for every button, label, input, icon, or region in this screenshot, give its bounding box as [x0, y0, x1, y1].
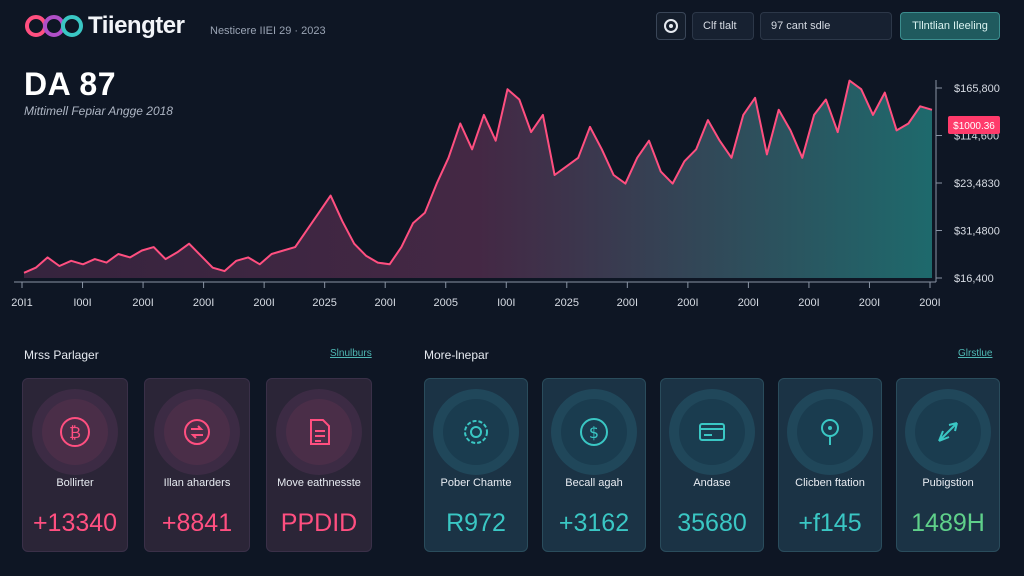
circle-action-button[interactable] [656, 12, 686, 40]
card-icon-ring [669, 389, 755, 475]
x-tick-label: 200I [677, 297, 698, 309]
card-value: 35680 [677, 509, 747, 537]
card-icon-ring [276, 389, 362, 475]
stat-card-becall[interactable]: $ Becall agah +3162 [542, 378, 646, 552]
y-tick-group: $165,800$114,600$23,4830$31,4800$16,400 [936, 83, 1000, 285]
card-label: Andase [693, 477, 731, 489]
brand-name[interactable]: Tiiengter [88, 12, 185, 39]
x-tick-group: 20I1 I00I 200I 200I 200I 2025 200I 2005 I00I 2025… [11, 282, 941, 309]
chart-subtitle: Mittimell Fepiar Angge 2018 [24, 104, 173, 118]
card-value: R972 [446, 509, 506, 537]
y-tick-label: $31,4800 [954, 226, 1000, 238]
section-link-left[interactable]: Slnulburs [330, 348, 372, 359]
svg-text:₿: ₿ [69, 423, 81, 442]
brand-subtitle: Nesticere IIEI 29 · 2023 [210, 25, 326, 37]
chart-title: DA 87 [24, 66, 117, 102]
bitcoin-icon: ₿ [60, 417, 90, 447]
card-icon-ring [433, 389, 519, 475]
x-tick-label: 200I [738, 297, 759, 309]
stat-card-pubigstion[interactable]: Pubigstion 1489H [896, 378, 1000, 552]
x-tick-label: 2025 [555, 297, 579, 309]
card-icon [699, 423, 725, 441]
section-link-right[interactable]: Glrstlue [958, 348, 993, 359]
x-tick-label: I00I [497, 297, 515, 309]
swap-icon [184, 419, 210, 445]
price-line [23, 79, 933, 274]
card-icon-ring [154, 389, 240, 475]
rocket-icon [938, 422, 958, 442]
card-icon-ring [787, 389, 873, 475]
card-label: Pober Chamte [440, 477, 512, 489]
card-value: 1489H [911, 509, 985, 537]
x-tick-label: 2025 [312, 297, 336, 309]
x-tick-label: 200I [617, 297, 638, 309]
circle-icon [664, 19, 678, 33]
app-header: Tiiengter Nesticere IIEI 29 · 2023 Clf t… [0, 0, 1024, 56]
stat-card-clicben[interactable]: Clicben ftation +f145 [778, 378, 882, 552]
card-value: PPDID [280, 509, 358, 537]
card-label: Bollirter [56, 477, 94, 489]
x-tick-label: 200I [919, 297, 940, 309]
x-tick-label: 200I [859, 297, 880, 309]
x-tick-label: 20I1 [11, 297, 32, 309]
x-tick-label: 200I [798, 297, 819, 309]
y-tick-label: $23,4830 [954, 178, 1000, 190]
y-tick-label: $16,400 [954, 273, 994, 285]
card-value: +3162 [558, 509, 630, 537]
card-label: Clicben ftation [795, 477, 865, 489]
header-search-field[interactable]: 97 cant sdle [760, 12, 892, 40]
y-tick-label: $165,800 [954, 83, 1000, 95]
price-chart[interactable]: 20I1 I00I 200I 200I 200I 2025 200I 2005 I00I 2025… [0, 60, 1024, 340]
header-button-1[interactable]: Clf tlalt [692, 12, 754, 40]
x-tick-label: 200I [132, 297, 153, 309]
current-price-badge: $1000.36 [948, 116, 1000, 134]
section-title-left: Mrss Parlager [24, 348, 99, 362]
x-tick-label: 2005 [433, 297, 457, 309]
pin-icon [821, 419, 839, 445]
current-price-text: $1000.36 [953, 121, 995, 132]
chart-area-group [23, 79, 933, 278]
card-label: Becall agah [565, 477, 623, 489]
stat-card-andase[interactable]: Andase 35680 [660, 378, 764, 552]
x-tick-label: I00I [73, 297, 91, 309]
header-primary-button[interactable]: Tllntlian Ileeling [900, 12, 1000, 40]
stat-card-move[interactable]: Move eathnesste PPDID [266, 378, 372, 552]
x-tick-label: 200I [193, 297, 214, 309]
card-icon-ring [905, 389, 991, 475]
x-tick-label: 200I [253, 297, 274, 309]
stat-card-bollirter[interactable]: ₿ Bollirter +13340 [22, 378, 128, 552]
card-label: Illan aharders [163, 477, 231, 489]
card-value: +13340 [32, 509, 118, 537]
card-value: +8841 [161, 509, 233, 537]
document-icon [310, 419, 330, 445]
x-tick-label: 200I [374, 297, 395, 309]
stat-card-pober[interactable]: Pober Chamte R972 [424, 378, 528, 552]
stat-card-illan[interactable]: Illan aharders +8841 [144, 378, 250, 552]
gear-icon [464, 420, 488, 444]
svg-text:$: $ [589, 423, 599, 442]
dollar-icon: $ [580, 418, 608, 446]
card-icon-ring: $ [551, 389, 637, 475]
card-value: +f145 [798, 509, 862, 537]
card-icon-ring: ₿ [32, 389, 118, 475]
area-fill [24, 80, 932, 278]
card-label: Pubigstion [922, 477, 974, 489]
card-label: Move eathnesste [277, 477, 361, 489]
section-title-right: More-lnepar [424, 348, 489, 362]
brand-logo-icon[interactable] [24, 12, 90, 40]
